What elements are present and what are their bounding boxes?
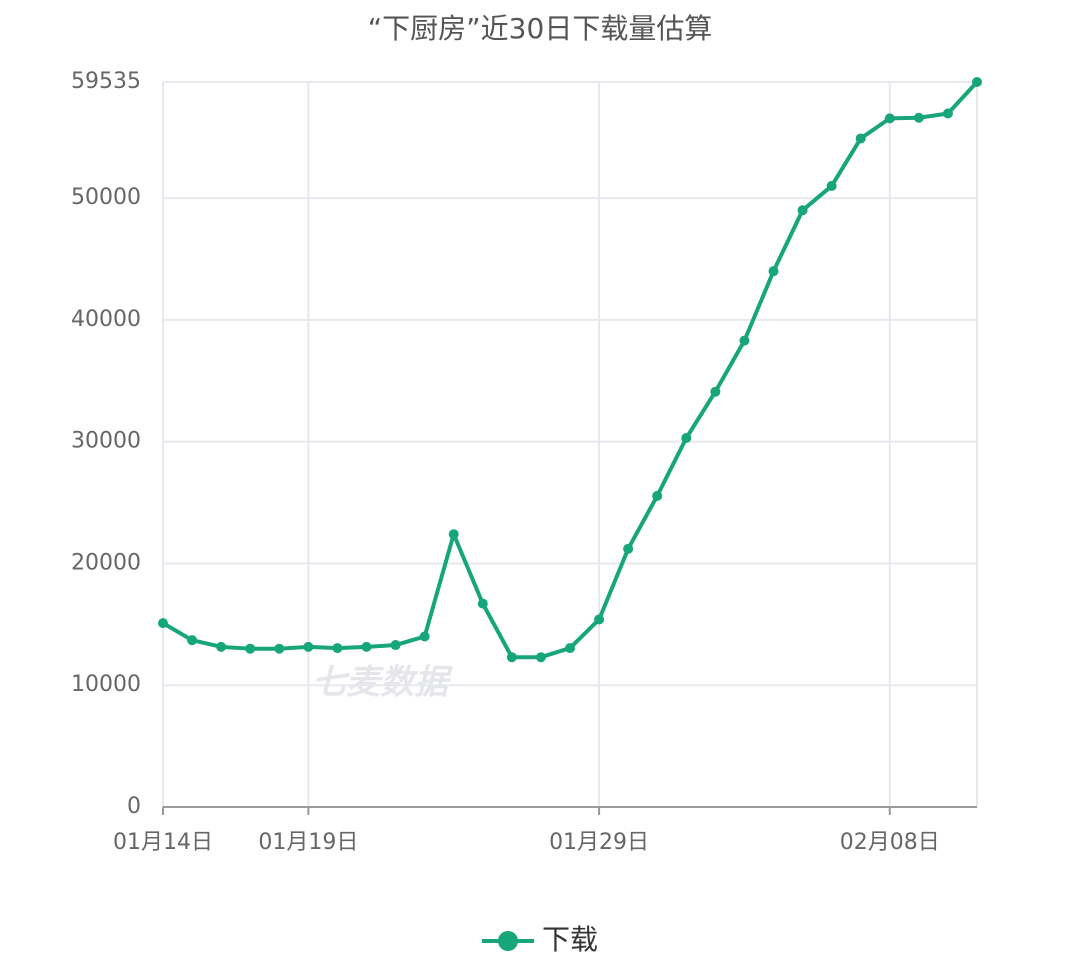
data-point (245, 643, 256, 654)
x-tick-label: 01月14日 (113, 830, 213, 855)
data-point (623, 543, 634, 554)
data-point (884, 113, 895, 124)
data-point (652, 490, 663, 501)
legend-label: 下载 (542, 923, 598, 956)
data-point (797, 205, 808, 216)
watermark: 七麦数据 (312, 663, 453, 703)
data-point (826, 180, 837, 191)
y-tick-label: 40000 (71, 307, 141, 332)
x-tick-label: 01月19日 (258, 830, 358, 855)
data-point (332, 643, 343, 654)
data-point (710, 386, 721, 397)
y-tick-label: 59535 (71, 69, 141, 94)
y-tick-label: 10000 (71, 672, 141, 697)
data-point (565, 643, 575, 654)
data-point (158, 618, 168, 629)
data-point (855, 133, 866, 144)
data-point (942, 108, 953, 119)
data-point (448, 529, 459, 540)
data-point (739, 335, 750, 346)
series-line (161, 80, 979, 660)
data-point (535, 652, 546, 663)
data-point (768, 266, 779, 277)
data-point (274, 643, 285, 654)
y-tick-label: 0 (127, 794, 141, 819)
data-point (913, 112, 924, 123)
data-point (681, 433, 692, 444)
data-point (477, 598, 488, 609)
data-point (972, 77, 982, 87)
data-point (361, 641, 372, 652)
y-tick-label: 20000 (71, 550, 141, 575)
x-tick-label: 02月08日 (840, 830, 940, 855)
x-tick-label: 01月29日 (549, 830, 649, 855)
data-point (506, 652, 517, 663)
data-point (303, 641, 314, 652)
legend-marker (498, 931, 518, 951)
y-tick-label: 50000 (71, 185, 141, 210)
data-point (216, 641, 227, 652)
data-point (187, 635, 198, 646)
data-point (390, 640, 401, 651)
chart-title: “下厨房”近30日下载量估算 (368, 12, 713, 45)
y-tick-label: 30000 (71, 429, 141, 454)
data-point (594, 614, 605, 625)
data-point (419, 631, 430, 642)
